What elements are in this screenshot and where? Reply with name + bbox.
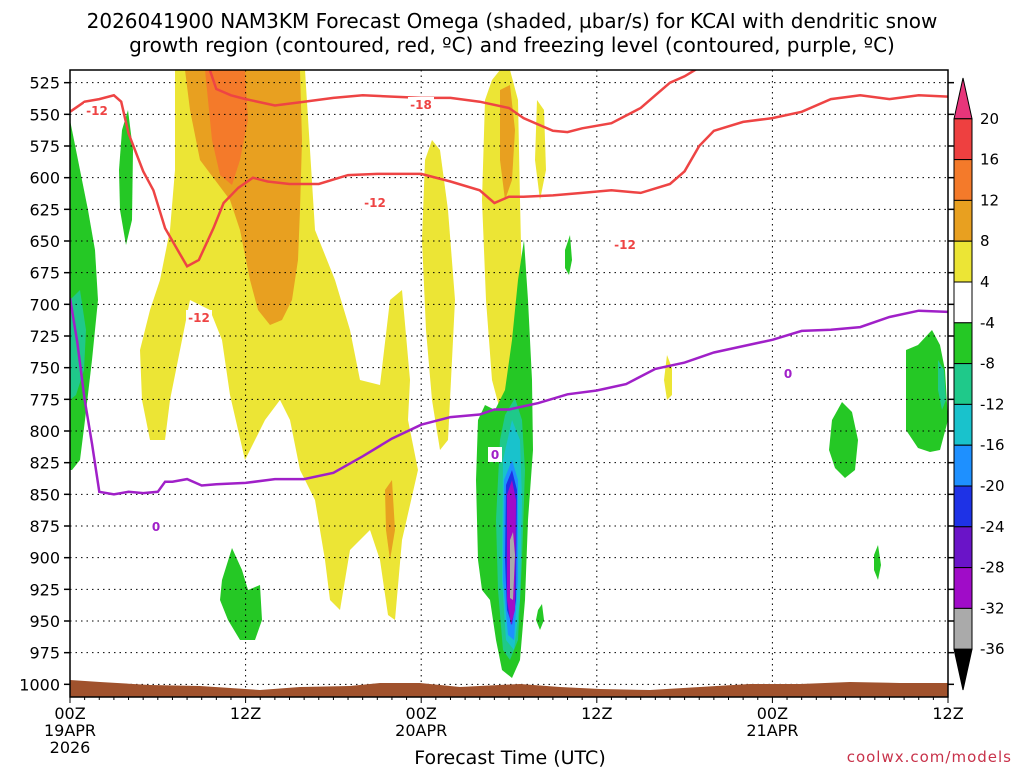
y-tick-label: 950 xyxy=(29,612,60,631)
colorbar-label: -8 xyxy=(980,355,995,373)
colorbar-label: 20 xyxy=(980,110,999,128)
contour-label-minus12-c: -12 xyxy=(364,196,386,210)
x-tick-label: 12Z xyxy=(581,704,612,723)
contour-label-zero-b: 0 xyxy=(491,448,499,462)
omega-teal-region-east xyxy=(938,360,946,410)
colorbar-label: -32 xyxy=(980,599,1005,617)
x-tick-year-label: 2026 xyxy=(50,738,91,757)
colorbar-segment xyxy=(953,281,973,324)
omega-orange-light-jet xyxy=(500,85,515,200)
isotherm-minus12-upper-line xyxy=(208,70,698,134)
freezing-level-line xyxy=(70,297,948,496)
x-tick-label: 12Z xyxy=(932,704,963,723)
y-tick-label: 975 xyxy=(29,644,60,663)
x-axis-title: Forecast Time (UTC) xyxy=(414,747,605,768)
y-tick-label: 875 xyxy=(29,517,60,536)
x-tick-date-label: 20APR xyxy=(395,721,447,740)
colorbar-label: -12 xyxy=(980,395,1005,413)
omega-green-region-small-b xyxy=(536,604,544,630)
plot-area: -12 -12 -12 -12 -18 0 0 0 xyxy=(70,70,948,697)
omega-green-region-east-c xyxy=(906,330,948,452)
colorbar-bottom-triangle xyxy=(953,648,973,691)
x-tick-date-label: 19APR xyxy=(44,721,96,740)
y-tick-label: 825 xyxy=(29,454,60,473)
y-tick-label: 725 xyxy=(29,327,60,346)
colorbar-label: -28 xyxy=(980,559,1005,577)
contour-label-zero-a: 0 xyxy=(152,520,160,534)
y-tick-label: 650 xyxy=(29,232,60,251)
x-tick-label: 00Z xyxy=(54,704,85,723)
contour-label-minus12-a: -12 xyxy=(86,104,108,118)
omega-green-region-small-c xyxy=(565,235,572,275)
y-tick-label: 600 xyxy=(29,169,60,188)
colorbar-segment xyxy=(953,322,973,365)
colorbar-segment xyxy=(953,363,973,405)
colorbar-segment xyxy=(953,199,973,242)
colorbar-segment xyxy=(953,118,973,161)
omega-orange-light-lower xyxy=(385,480,395,560)
terrain-ground xyxy=(70,680,948,697)
colorbar-label: -24 xyxy=(980,518,1005,536)
colorbar-segment xyxy=(953,403,973,446)
y-tick-label: 750 xyxy=(29,359,60,378)
colorbar-label: 16 xyxy=(980,151,999,169)
y-tick-label: 800 xyxy=(29,422,60,441)
colorbar-label: 12 xyxy=(980,191,999,209)
y-tick-label: 625 xyxy=(29,200,60,219)
y-tick-label: 925 xyxy=(29,580,60,599)
colorbar-segment xyxy=(953,607,973,650)
contour-label-minus12-d: -12 xyxy=(614,238,636,252)
y-tick-label: 900 xyxy=(29,549,60,568)
chart-title-line2: growth region (contoured, red, ºC) and f… xyxy=(129,33,895,57)
colorbar-label: 8 xyxy=(980,232,990,250)
contour-label-zero-c: 0 xyxy=(784,367,792,381)
colorbar-label: -4 xyxy=(980,314,995,332)
chart-title-line1: 2026041900 NAM3KM Forecast Omega (shaded… xyxy=(87,9,938,33)
colorbar-segment xyxy=(953,485,973,528)
colorbar-label: -20 xyxy=(980,477,1005,495)
x-tick-label: 00Z xyxy=(406,704,437,723)
x-tick-label: 00Z xyxy=(757,704,788,723)
y-axis: 525 550 575 600 625 650 675 700 725 750 775 800 825 8… xyxy=(19,74,954,694)
y-tick-label: 775 xyxy=(29,390,60,409)
colorbar-segment xyxy=(953,240,973,283)
omega-gray-region-jet xyxy=(510,532,515,600)
colorbar-label: 4 xyxy=(980,273,990,291)
omega-orange-dark-region xyxy=(205,70,248,185)
colorbar-label: -16 xyxy=(980,436,1005,454)
contour-label-minus18: -18 xyxy=(410,98,432,112)
colorbar-segment xyxy=(953,444,973,487)
contour-label-minus12-b: -12 xyxy=(188,311,210,325)
x-tick-date-label: 21APR xyxy=(746,721,798,740)
y-tick-label: 850 xyxy=(29,485,60,504)
contour-labels: -12 -12 -12 -12 -18 0 0 0 xyxy=(84,97,795,534)
y-tick-label: 700 xyxy=(29,295,60,314)
y-tick-label: 550 xyxy=(29,105,60,124)
omega-shading xyxy=(140,70,672,620)
credit-label: coolwx.com/models xyxy=(847,748,1012,766)
omega-yellow-region-west xyxy=(140,70,418,620)
colorbar: 20 16 12 8 4 -4 -8 -12 -16 -20 -24 -28 -32 -36 xyxy=(953,77,1005,691)
omega-yellow-region-mid xyxy=(422,140,455,450)
colorbar-top-triangle xyxy=(953,77,973,120)
omega-green-region-east-a xyxy=(829,402,858,478)
y-tick-label: 575 xyxy=(29,137,60,156)
y-tick-label: 1000 xyxy=(19,675,60,694)
omega-green-region-east-b xyxy=(874,545,881,580)
colorbar-label: -36 xyxy=(980,640,1005,658)
x-tick-label: 12Z xyxy=(230,704,261,723)
colorbar-segment xyxy=(953,526,973,569)
omega-negative-shading xyxy=(70,110,948,678)
colorbar-segment xyxy=(953,567,973,609)
isotherm-minus12-lower-line xyxy=(70,93,948,268)
colorbar-segment xyxy=(953,159,973,201)
y-tick-label: 525 xyxy=(29,74,60,93)
omega-green-region-lower-a xyxy=(220,548,262,640)
y-tick-label: 675 xyxy=(29,264,60,283)
